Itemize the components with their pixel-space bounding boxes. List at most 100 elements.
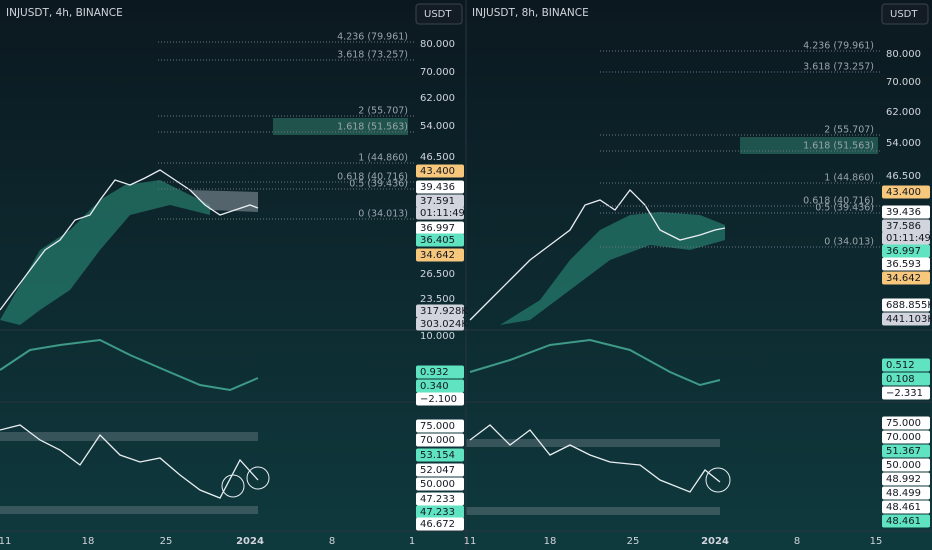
axis-label: 52.047 [420, 465, 455, 476]
axis-label: 50.000 [420, 479, 455, 490]
time-label: 18 [82, 536, 95, 547]
price-badge [882, 231, 930, 245]
price-badge [882, 257, 930, 271]
time-label: 8 [794, 536, 800, 547]
axis-label: 26.500 [420, 269, 455, 280]
axis-label: 37.591 [420, 196, 455, 207]
fib-label: 4.236 (79.961) [803, 41, 874, 52]
axis-label: 36.593 [886, 259, 921, 270]
fib-zone [273, 118, 408, 135]
price-badge [882, 386, 930, 400]
price-badge [416, 492, 464, 506]
fib-label: 0.618 (40.716) [803, 196, 874, 207]
axis-label: 10.000 [420, 331, 455, 342]
axis-label: 36.405 [420, 235, 455, 246]
price-badge [882, 205, 930, 219]
fib-label: 2 (55.707) [358, 106, 408, 117]
axis-label: 62.000 [886, 107, 921, 118]
axis-label: 0.932 [420, 367, 449, 378]
axis-label: 36.997 [420, 223, 455, 234]
price-badge [416, 164, 464, 178]
axis-label: 70.000 [886, 77, 921, 88]
price-badge [416, 517, 464, 531]
price-badge [882, 458, 930, 472]
axis-label: 54.000 [886, 138, 921, 149]
price-badge [416, 221, 464, 235]
axis-label: 53.154 [420, 450, 455, 461]
axis-label: 70.000 [420, 67, 455, 78]
axis-label: 47.233 [420, 507, 455, 518]
price-badge [882, 416, 930, 430]
fib-label: 3.618 (73.257) [803, 62, 874, 73]
price-badge [416, 463, 464, 477]
symbol-title: INJUSDT, 8h, BINANCE [472, 7, 589, 19]
axis-label: −2.100 [420, 394, 457, 405]
price-badge [416, 505, 464, 519]
price-badge [416, 180, 464, 194]
axis-label: 317.928K [420, 306, 468, 317]
fib-label: 1 (44.860) [824, 173, 874, 184]
price-badge [416, 194, 464, 208]
price-badge [882, 219, 930, 233]
currency-button[interactable] [415, 3, 463, 25]
axis-label: 37.586 [886, 221, 921, 232]
axis-label: 75.000 [420, 421, 455, 432]
price-badge [882, 358, 930, 372]
fib-label: 0.5 (39.436) [349, 179, 408, 190]
price-badge [882, 244, 930, 258]
axis-label: 34.642 [420, 250, 455, 261]
axis-label: 47.233 [420, 494, 455, 505]
price-badge [882, 312, 930, 326]
time-label: 2024 [236, 536, 264, 547]
price-badge [416, 317, 464, 331]
currency-label[interactable]: USDT [424, 9, 452, 20]
fib-label: 0.5 (39.436) [815, 203, 874, 214]
price-badge [882, 271, 930, 285]
fib-label: 0 (34.013) [358, 209, 408, 220]
price-badge [416, 419, 464, 433]
axis-label: 01:11:49 [420, 208, 465, 219]
price-badge [882, 298, 930, 312]
axis-label: 70.000 [886, 432, 921, 443]
time-label: 11 [0, 536, 11, 547]
price-badge [416, 448, 464, 462]
axis-label: 51.367 [886, 446, 921, 457]
axis-label: −2.331 [886, 388, 923, 399]
time-label: 18 [544, 536, 557, 547]
price-badge [416, 477, 464, 491]
symbol-title: INJUSDT, 4h, BINANCE [6, 7, 123, 19]
price-badge [416, 433, 464, 447]
price-badge [882, 472, 930, 486]
price-badge [882, 430, 930, 444]
time-label: 25 [160, 536, 173, 547]
time-label: 8 [329, 536, 335, 547]
axis-label: 62.000 [420, 93, 455, 104]
axis-label: 48.461 [886, 502, 921, 513]
fib-label: 0 (34.013) [824, 237, 874, 248]
axis-label: 34.642 [886, 273, 921, 284]
axis-label: 80.000 [886, 49, 921, 60]
fib-zone [740, 137, 878, 154]
price-badge [416, 233, 464, 247]
axis-label: 46.500 [420, 152, 455, 163]
axis-label: 46.672 [420, 519, 455, 530]
axis-label: 43.400 [886, 187, 921, 198]
axis-label: 01:11:49 [886, 233, 931, 244]
price-badge [416, 304, 464, 318]
price-badge [416, 379, 464, 393]
currency-button[interactable] [881, 3, 929, 25]
price-badge [416, 248, 464, 262]
time-label: 2024 [701, 536, 729, 547]
axis-label: 39.436 [886, 207, 921, 218]
fib-label: 4.236 (79.961) [337, 32, 408, 43]
price-badge [882, 514, 930, 528]
fib-label: 3.618 (73.257) [337, 50, 408, 61]
axis-label: 43.400 [420, 166, 455, 177]
axis-label: 303.024K [420, 319, 468, 330]
axis-label: 80.000 [420, 39, 455, 50]
currency-label[interactable]: USDT [890, 9, 918, 20]
axis-label: 0.340 [420, 381, 449, 392]
axis-label: 39.436 [420, 182, 455, 193]
fib-label: 2 (55.707) [824, 125, 874, 136]
